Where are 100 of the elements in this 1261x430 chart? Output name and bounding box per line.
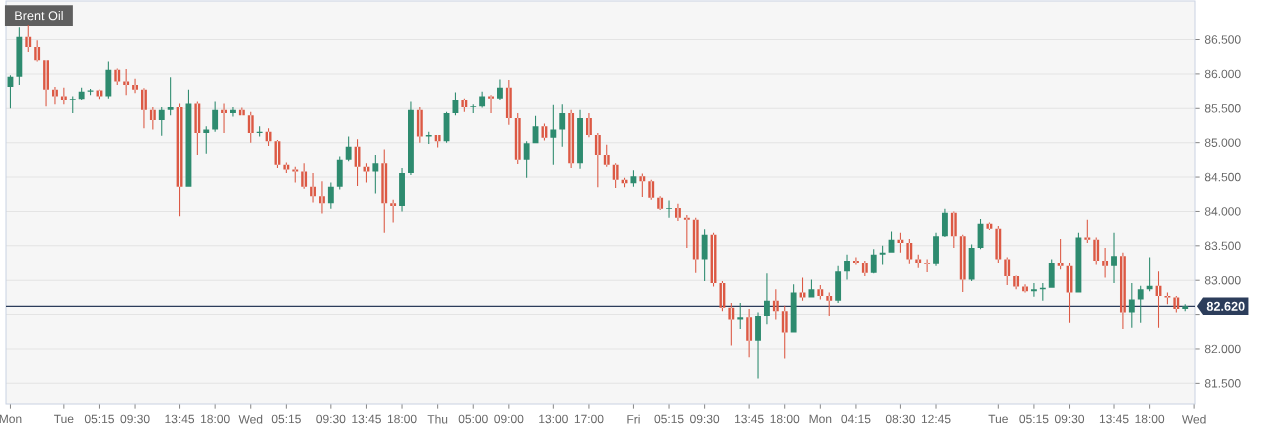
x-tick-label: Wed [1181, 414, 1206, 424]
x-tick-label: Fri [627, 414, 640, 424]
text: Brent Oil [15, 10, 63, 21]
candlestick [986, 222, 993, 231]
candlestick [1066, 263, 1073, 323]
candlestick [461, 98, 468, 112]
x-tick-label: 18:00 [770, 414, 800, 424]
candlestick [1155, 271, 1162, 328]
candlestick [372, 155, 379, 194]
candlestick [683, 214, 690, 248]
candlestick [283, 162, 290, 173]
x-tick-label: 04:15 [841, 414, 871, 424]
candlestick [1084, 219, 1091, 244]
y-tick-label: 83.000 [1204, 275, 1241, 285]
candlestick [43, 60, 49, 107]
y-tick-label: 84.000 [1204, 207, 1241, 216]
x-tick-label: 09:30 [316, 414, 346, 424]
x-tick-label: 08:30 [885, 414, 915, 424]
y-tick-label: 81.500 [1204, 379, 1241, 388]
candlestick [1004, 257, 1011, 286]
candlestick [612, 163, 619, 189]
x-tick-label: 09:00 [494, 414, 524, 424]
candlestick [568, 109, 575, 169]
candlestick [772, 289, 779, 320]
candlestick [470, 104, 477, 114]
candlestick [844, 254, 850, 280]
x-tick-label: 12:45 [921, 414, 951, 424]
x-tick-label: 13:00 [539, 414, 568, 424]
candlestick [950, 211, 957, 248]
candlestick [639, 173, 646, 197]
candlestick [897, 232, 904, 253]
candlestick [1013, 275, 1020, 290]
candlestick [959, 234, 966, 292]
candlestick [1164, 292, 1171, 305]
candlestick [149, 106, 156, 130]
candlestick [247, 111, 254, 143]
candlestick [132, 78, 138, 94]
candlestick [781, 305, 788, 359]
candlestick [52, 86, 58, 105]
x-tick-label: Mon [809, 414, 832, 424]
candlestick [25, 25, 32, 52]
x-tick-label: 09:30 [690, 414, 720, 424]
x-tick-label: Tue [988, 414, 1008, 424]
candlestick [648, 179, 655, 200]
x-tick-label: Wed [238, 414, 263, 424]
candlestick [265, 128, 272, 147]
candlestick [114, 68, 121, 85]
x-tick-label: 13:45 [735, 414, 764, 424]
candlestick [1057, 238, 1064, 270]
candlestick [1182, 304, 1189, 312]
candlestick [34, 40, 41, 62]
candlestick [817, 285, 824, 300]
candlestick [1128, 282, 1135, 328]
candlestick [301, 163, 308, 189]
candlestick [1119, 252, 1126, 330]
candlestick [728, 302, 735, 346]
x-tick-label: 09:30 [1054, 414, 1085, 424]
candlestick [746, 309, 753, 358]
candlestick [123, 69, 130, 96]
y-tick-label: 83.500 [1204, 241, 1241, 251]
x-tick-label: 18:00 [387, 414, 417, 424]
candlestick [594, 133, 601, 188]
candlestick [657, 196, 664, 211]
candlestick [69, 96, 76, 114]
candlestick [1111, 232, 1117, 283]
candlestick [755, 312, 761, 379]
x-tick-label: 05:15 [271, 414, 301, 424]
candlestick [416, 106, 423, 143]
candlestick [221, 103, 227, 134]
candlestick [737, 302, 744, 330]
candlestick [933, 232, 939, 266]
candlestick [292, 166, 299, 183]
x-tick-label: 05:15 [84, 414, 114, 424]
y-tick-label: 86.000 [1204, 69, 1241, 79]
candlestick [488, 95, 494, 114]
x-tick-label: 05:15 [654, 414, 684, 424]
ref-line-label: 82.620 [1206, 301, 1245, 311]
x-tick-label: 13:45 [165, 414, 195, 424]
y-tick-label: 85.000 [1204, 138, 1241, 147]
candlestick [666, 200, 672, 218]
candlestick [1102, 247, 1109, 278]
y-tick-label: 86.500 [1204, 35, 1241, 44]
candlestick [167, 77, 174, 116]
candlestick [692, 217, 699, 273]
candlestick [586, 113, 592, 138]
y-tick-label: 84.500 [1204, 172, 1241, 182]
candlestick [826, 292, 833, 316]
candlestick [924, 259, 931, 272]
candlestick [523, 141, 530, 178]
candlestick [675, 203, 681, 222]
candlestick [96, 89, 103, 100]
candlestick [1173, 296, 1180, 313]
candlestick [514, 113, 521, 164]
candlestick [799, 277, 806, 301]
candlestick [559, 104, 566, 147]
candlestick [176, 103, 183, 217]
candlestick [995, 225, 1002, 264]
x-tick-label: Tue [54, 414, 74, 424]
candlestick [1022, 284, 1028, 293]
candlestick [434, 135, 441, 148]
